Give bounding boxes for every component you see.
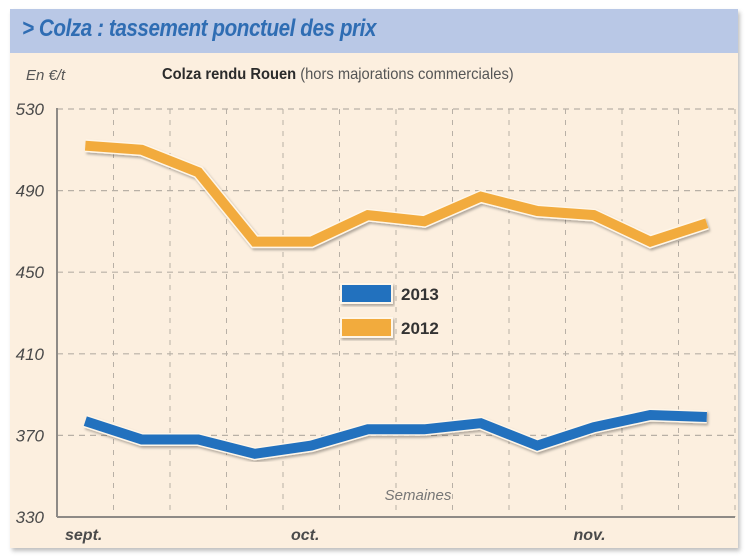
chart-heading: > Colza : tassement ponctuel des prix	[22, 15, 376, 42]
month-label: oct.	[291, 527, 319, 544]
legend-label: 2012	[401, 319, 439, 338]
y-tick-label: 410	[16, 345, 45, 364]
chart-title-main: Colza rendu Rouen	[162, 66, 297, 83]
series-2013	[83, 408, 708, 461]
header-band: > Colza : tassement ponctuel des prix	[10, 9, 738, 53]
chart-title: Colza rendu Rouen (hors majorations comm…	[162, 66, 514, 84]
series-line	[84, 140, 709, 247]
chart-panel: > Colza : tassement ponctuel des prix	[10, 9, 738, 548]
legend-swatch	[340, 317, 393, 338]
month-label: sept.	[65, 527, 102, 544]
month-label: nov.	[574, 527, 606, 544]
x-axis-label: Semaines	[385, 487, 452, 504]
y-tick-label: 530	[16, 100, 45, 119]
x-axis-months: sept. oct. nov.	[65, 527, 606, 544]
legend-swatch	[340, 283, 393, 304]
series-line	[83, 409, 707, 459]
chart-title-note: (hors majorations commerciales)	[300, 66, 514, 83]
series-lines	[83, 139, 709, 461]
unit-label: En €/t	[26, 67, 66, 84]
legend: 2013 2012	[340, 283, 439, 338]
grid	[57, 108, 736, 517]
axes	[56, 108, 735, 518]
y-axis-ticks: 330 370 410 450 490 530	[16, 100, 45, 527]
y-tick-label: 450	[16, 263, 45, 282]
y-tick-label: 370	[16, 426, 45, 445]
y-tick-label: 490	[16, 182, 45, 201]
y-tick-label: 330	[16, 508, 45, 527]
legend-label: 2013	[401, 285, 439, 304]
series-2012	[84, 139, 709, 249]
